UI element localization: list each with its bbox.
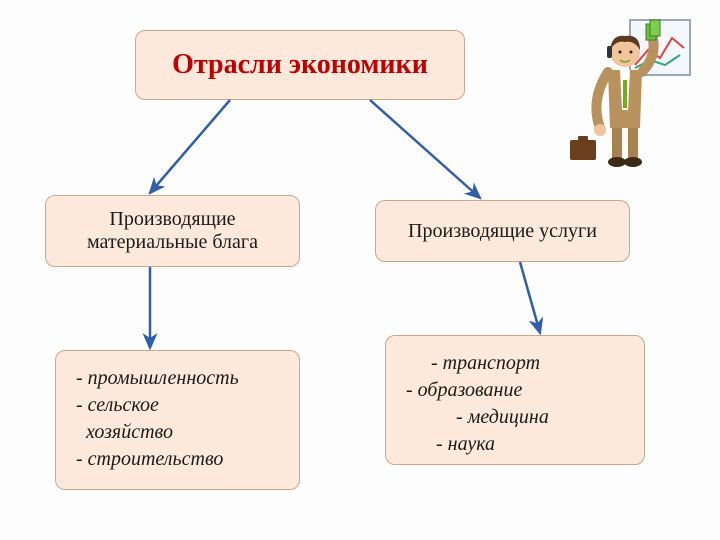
arrow [370,100,480,198]
root-node: Отрасли экономики [135,30,465,100]
list-item: хозяйство [76,419,279,446]
list-item: - строительство [76,446,279,473]
list-item: - медицина [406,404,624,431]
arrow [520,262,540,333]
list-item: - наука [406,431,624,458]
arrow [150,100,230,193]
goods-label: Производящие материальные блага [60,208,285,254]
goods-list-node: - промышленность - сельское хозяйство - … [55,350,300,490]
businessman-illustration [560,10,700,170]
root-label: Отрасли экономики [172,49,428,81]
services-node: Производящие услуги [375,200,630,262]
list-item: - сельское [76,392,279,419]
list-item: - промышленность [76,365,279,392]
services-label: Производящие услуги [408,220,597,243]
list-item: - образование [406,377,624,404]
services-list-node: - транспорт - образование - медицина - н… [385,335,645,465]
goods-node: Производящие материальные блага [45,195,300,267]
list-item: - транспорт [406,350,624,377]
